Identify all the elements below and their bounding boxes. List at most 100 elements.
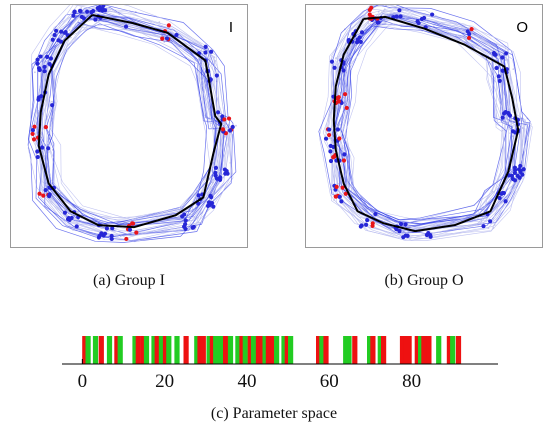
group-o-landmark-point bbox=[503, 199, 508, 204]
parameter-bar-58 bbox=[436, 336, 442, 364]
group-i-landmark-point bbox=[209, 49, 214, 54]
group-i-landmark-point bbox=[37, 67, 42, 73]
group-i-landmark-point bbox=[48, 56, 54, 61]
group-o-outlier-point bbox=[332, 154, 337, 159]
parameter-bar-7 bbox=[132, 336, 138, 364]
parameter-bar-43 bbox=[323, 336, 329, 364]
group-i-landmark-point bbox=[58, 39, 64, 44]
group-o-landmark-point bbox=[516, 167, 522, 172]
group-o-landmark-point bbox=[515, 173, 520, 178]
group-i-landmark-point bbox=[208, 193, 213, 198]
caption-parameter-space: (c) Parameter space bbox=[210, 405, 338, 422]
group-i-landmark-point bbox=[102, 231, 108, 236]
parameter-bar-16 bbox=[174, 336, 180, 364]
group-i-landmark-point bbox=[183, 218, 188, 223]
group-o-shape-trace bbox=[324, 15, 509, 234]
group-o-landmark-point bbox=[500, 68, 505, 73]
group-i-landmark-point bbox=[52, 32, 57, 38]
caption-group-o: (b) Group O bbox=[384, 272, 464, 289]
group-o-outlier-point bbox=[344, 105, 349, 111]
group-i-outlier-point bbox=[124, 236, 129, 242]
group-o-shape-trace bbox=[333, 19, 503, 221]
group-o-shape-trace bbox=[330, 11, 506, 227]
group-o-landmark-point bbox=[497, 195, 502, 201]
group-i-landmark-point bbox=[71, 13, 76, 18]
group-o-landmark-point bbox=[465, 29, 470, 34]
group-i-landmark-point bbox=[164, 36, 170, 41]
parameter-bar-51 bbox=[399, 336, 406, 364]
group-o-shape-trace bbox=[334, 25, 507, 225]
group-o-landmark-point bbox=[373, 211, 378, 217]
group-o-mean-shape-line bbox=[332, 15, 520, 233]
group-i-landmark-point bbox=[214, 73, 219, 78]
group-o-landmark-point bbox=[332, 65, 337, 70]
group-o-landmark-point bbox=[430, 12, 435, 17]
parameter-bar-39 bbox=[284, 336, 290, 364]
group-o-shape-trace bbox=[331, 12, 522, 239]
parameter-bar-53 bbox=[406, 336, 412, 364]
tick-label-20: 20 bbox=[155, 371, 174, 392]
group-o-shape-trace bbox=[339, 13, 526, 239]
parameter-bar-26 bbox=[227, 336, 234, 364]
group-o-landmark-point bbox=[397, 8, 402, 13]
parameter-bar-3 bbox=[98, 336, 104, 364]
parameter-bar-52 bbox=[403, 336, 409, 364]
group-o-landmark-point bbox=[337, 194, 342, 199]
group-o-outlier-point bbox=[466, 35, 472, 41]
parameter-bar-10 bbox=[143, 336, 150, 364]
parameter-bar-30 bbox=[247, 336, 253, 364]
group-i-landmark-point bbox=[205, 203, 211, 209]
group-i-landmark-point bbox=[222, 167, 227, 172]
group-i-faint-dot bbox=[70, 36, 72, 39]
parameter-bar-17 bbox=[183, 336, 189, 364]
group-i-landmark-point bbox=[74, 224, 79, 229]
group-i-landmark-point bbox=[218, 175, 223, 180]
group-i-outlier-point bbox=[43, 125, 48, 130]
group-o-landmark-point bbox=[512, 165, 518, 170]
group-i-shape-trace bbox=[41, 5, 237, 236]
group-i-landmark-point bbox=[35, 149, 40, 154]
parameter-bar-19 bbox=[197, 336, 203, 364]
group-i-faint-dot bbox=[79, 19, 82, 22]
group-o-landmark-point bbox=[494, 65, 499, 71]
parameter-bar-9 bbox=[140, 336, 146, 364]
parameter-bar-25 bbox=[223, 336, 229, 364]
parameter-bar-41 bbox=[316, 336, 322, 364]
group-i-landmark-point bbox=[196, 201, 201, 206]
parameter-bar-24 bbox=[218, 336, 224, 364]
group-o-landmark-point bbox=[355, 40, 360, 45]
group-i-landmark-point bbox=[203, 44, 208, 49]
group-o-landmark-point bbox=[328, 158, 334, 164]
group-i-landmark-point bbox=[30, 127, 35, 133]
group-o-landmark-point bbox=[346, 37, 352, 43]
group-o-faint-dot bbox=[504, 59, 507, 61]
group-o-landmark-point bbox=[327, 127, 332, 132]
parameter-bar-6 bbox=[117, 336, 123, 364]
group-i-landmark-point bbox=[203, 50, 208, 55]
group-i-letter: I bbox=[228, 19, 233, 36]
group-o-landmark-point bbox=[365, 218, 370, 223]
group-o-landmark-point bbox=[358, 224, 363, 229]
group-o-landmark-point bbox=[488, 219, 493, 224]
group-i-landmark-point bbox=[50, 37, 55, 42]
parameter-bar-33 bbox=[259, 336, 265, 364]
group-i-landmark-point bbox=[103, 8, 108, 13]
group-i-landmark-point bbox=[47, 61, 52, 67]
parameter-bar-4 bbox=[106, 336, 113, 364]
parameter-bar-45 bbox=[346, 336, 352, 364]
group-i-shape-trace bbox=[36, 14, 225, 239]
group-o-landmark-point bbox=[500, 190, 505, 196]
parameter-bar-35 bbox=[265, 336, 271, 364]
group-o-landmark-point bbox=[520, 172, 525, 177]
group-o-landmark-point bbox=[339, 199, 344, 204]
group-o-landmark-point bbox=[394, 14, 399, 19]
parameter-bar-15 bbox=[166, 336, 172, 364]
parameter-bar-47 bbox=[367, 336, 373, 364]
group-o-landmark-point bbox=[513, 130, 518, 135]
group-o-outlier-point bbox=[370, 221, 375, 226]
group-i-faint-dot bbox=[235, 124, 237, 127]
group-i-shape-trace bbox=[46, 23, 217, 227]
group-o-outlier-point bbox=[327, 132, 332, 138]
parameter-bar-48 bbox=[370, 336, 376, 364]
group-o-letter: O bbox=[516, 19, 528, 36]
